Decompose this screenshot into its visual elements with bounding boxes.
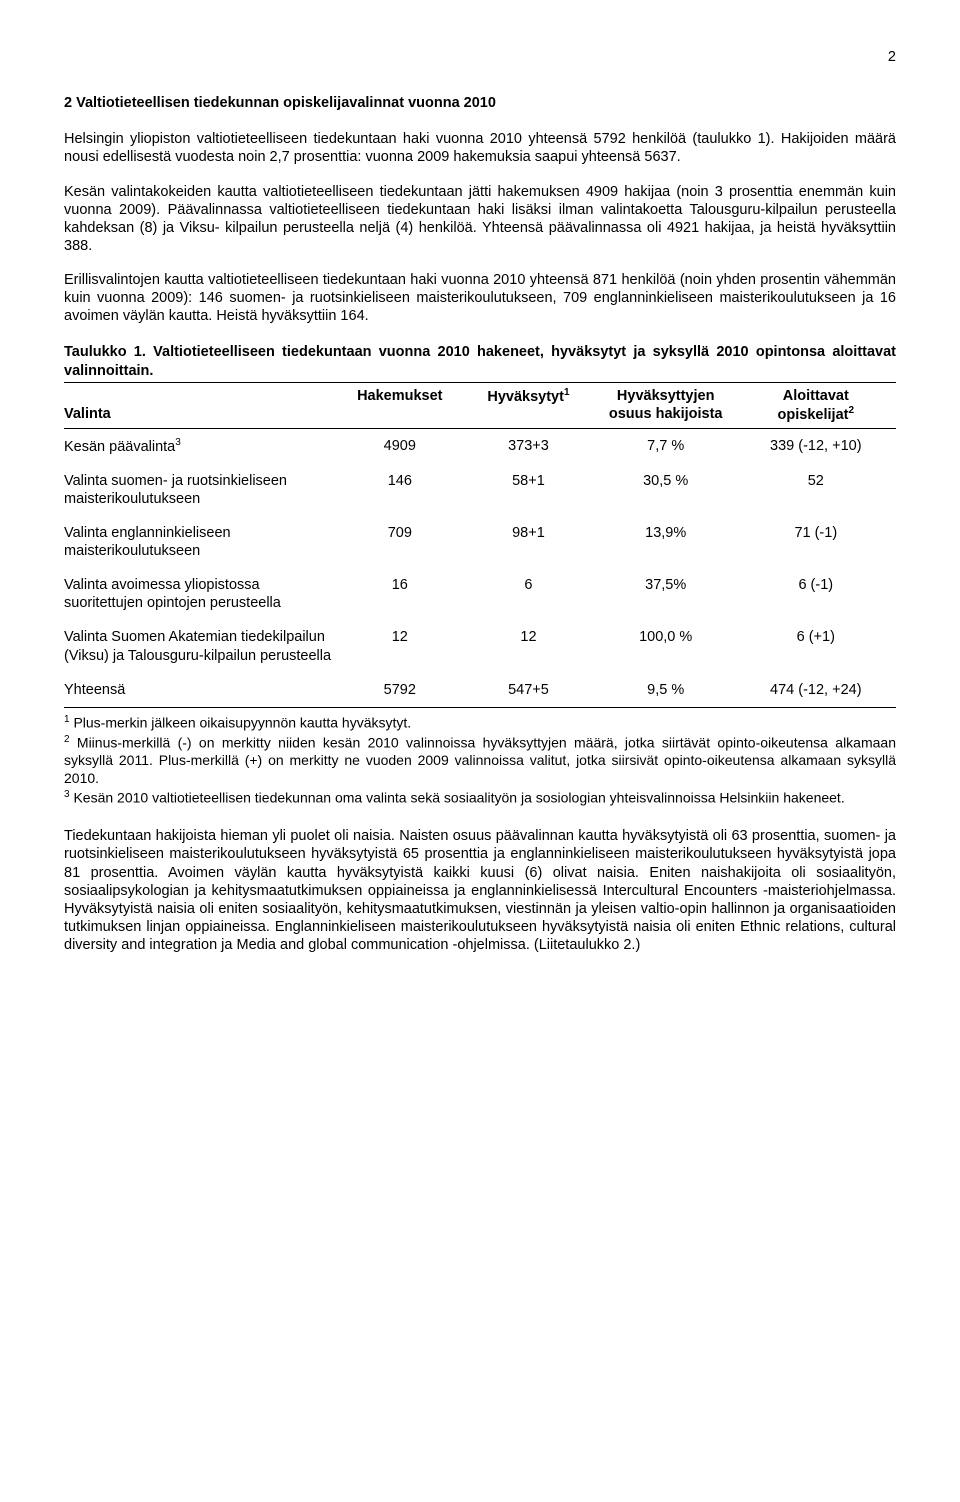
table-row-total: Yhteensä 5792 547+5 9,5 % 474 (-12, +24) [64, 673, 896, 708]
table-row: Valinta Suomen Akatemian tiedekilpailun … [64, 620, 896, 672]
col-hakemukset: Hakemukset [338, 382, 467, 428]
col-hyvaksytyt: Hyväksytyt1 [467, 382, 596, 428]
cell: 100,0 % [596, 620, 742, 672]
cell: 6 (-1) [742, 568, 896, 620]
table-valinnat: Valinta Hakemukset Hyväksytyt1 Hyväksytt… [64, 382, 896, 708]
table-header-row: Valinta Hakemukset Hyväksytyt1 Hyväksytt… [64, 382, 896, 428]
col-valinta: Valinta [64, 382, 338, 428]
footnote-1: 1 Plus-merkin jälkeen oikaisupyynnön kau… [64, 714, 896, 732]
cell: 16 [338, 568, 467, 620]
table-row: Kesän päävalinta3 4909 373+3 7,7 % 339 (… [64, 428, 896, 463]
cell: 339 (-12, +10) [742, 428, 896, 463]
paragraph-3: Erillisvalintojen kautta valtiotieteelli… [64, 271, 896, 325]
row-label: Valinta avoimessa yliopistossa suoritett… [64, 568, 338, 620]
section-heading: 2 Valtiotieteellisen tiedekunnan opiskel… [64, 94, 896, 112]
page-number: 2 [64, 48, 896, 66]
cell: 5792 [338, 673, 467, 708]
cell: 709 [338, 516, 467, 568]
cell: 12 [338, 620, 467, 672]
footnote-3: 3 Kesän 2010 valtiotieteellisen tiedekun… [64, 789, 896, 807]
cell: 373+3 [467, 428, 596, 463]
paragraph-4: Tiedekuntaan hakijoista hieman yli puole… [64, 827, 896, 954]
cell: 52 [742, 464, 896, 516]
cell: 13,9% [596, 516, 742, 568]
footnotes: 1 Plus-merkin jälkeen oikaisupyynnön kau… [64, 714, 896, 807]
cell: 12 [467, 620, 596, 672]
row-label: Valinta englanninkieliseen maisterikoulu… [64, 516, 338, 568]
row-label: Yhteensä [64, 673, 338, 708]
cell: 4909 [338, 428, 467, 463]
cell: 6 (+1) [742, 620, 896, 672]
cell: 474 (-12, +24) [742, 673, 896, 708]
paragraph-1: Helsingin yliopiston valtiotieteelliseen… [64, 130, 896, 166]
cell: 37,5% [596, 568, 742, 620]
table-row: Valinta englanninkieliseen maisterikoulu… [64, 516, 896, 568]
table-row: Valinta avoimessa yliopistossa suoritett… [64, 568, 896, 620]
footnote-2: 2 Miinus-merkillä (-) on merkitty niiden… [64, 734, 896, 787]
cell: 98+1 [467, 516, 596, 568]
row-label: Valinta suomen- ja ruotsinkieliseen mais… [64, 464, 338, 516]
table-caption: Taulukko 1. Valtiotieteelliseen tiedekun… [64, 343, 896, 379]
cell: 547+5 [467, 673, 596, 708]
paragraph-2: Kesän valintakokeiden kautta valtiotiete… [64, 183, 896, 256]
cell: 6 [467, 568, 596, 620]
row-label: Valinta Suomen Akatemian tiedekilpailun … [64, 620, 338, 672]
cell: 146 [338, 464, 467, 516]
cell: 71 (-1) [742, 516, 896, 568]
row-label: Kesän päävalinta3 [64, 428, 338, 463]
cell: 7,7 % [596, 428, 742, 463]
cell: 9,5 % [596, 673, 742, 708]
col-aloittavat: Aloittavatopiskelijat2 [742, 382, 896, 428]
cell: 30,5 % [596, 464, 742, 516]
col-osuus: Hyväksyttyjenosuus hakijoista [596, 382, 742, 428]
cell: 58+1 [467, 464, 596, 516]
table-row: Valinta suomen- ja ruotsinkieliseen mais… [64, 464, 896, 516]
